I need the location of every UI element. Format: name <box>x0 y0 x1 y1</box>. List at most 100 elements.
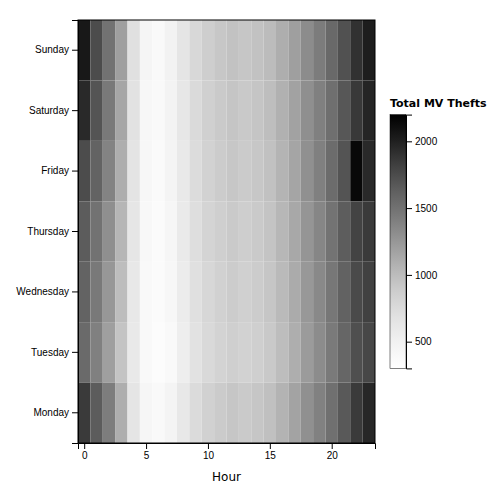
heatmap-cell <box>227 383 239 443</box>
heatmap-cell <box>288 201 300 261</box>
tick-mark <box>406 342 412 343</box>
tick-mark <box>406 275 412 276</box>
heatmap-cell <box>288 383 300 443</box>
heatmap-cell <box>227 322 239 382</box>
heatmap-cell <box>264 322 276 382</box>
heatmap-cell <box>152 262 164 322</box>
heatmap-cell <box>338 383 350 443</box>
heatmap-cell <box>165 262 177 322</box>
heatmap-cell <box>140 322 152 382</box>
heatmap-cell <box>251 201 263 261</box>
heatmap-cell <box>363 80 375 140</box>
tick-mark <box>72 412 78 413</box>
heatmap-cell <box>239 20 251 80</box>
tick-mark <box>72 110 78 111</box>
heatmap-cell <box>313 80 325 140</box>
heatmap-cell <box>103 322 115 382</box>
heatmap-cell <box>264 141 276 201</box>
heatmap-cell <box>78 80 90 140</box>
heatmap-cell <box>214 80 226 140</box>
heatmap-cell <box>239 322 251 382</box>
heatmap-cell <box>338 322 350 382</box>
heatmap-cell <box>288 322 300 382</box>
heatmap-cell <box>177 201 189 261</box>
heatmap-cell <box>103 262 115 322</box>
heatmap-cell <box>90 383 102 443</box>
heatmap-cell <box>313 20 325 80</box>
heatmap-cell <box>177 262 189 322</box>
heatmap-cell <box>165 20 177 80</box>
heatmap-cell <box>350 141 362 201</box>
heatmap-cell <box>202 383 214 443</box>
heatmap-cell <box>326 262 338 322</box>
heatmap-cell <box>177 141 189 201</box>
heatmap-cell <box>189 80 201 140</box>
heatmap-cell <box>227 20 239 80</box>
heatmap-cell <box>165 383 177 443</box>
tick-label: 20 <box>327 450 339 461</box>
heatmap-cell <box>301 20 313 80</box>
tick-label: 500 <box>415 336 432 347</box>
tick-label: Wednesday <box>16 286 69 297</box>
tick-mark <box>270 443 271 449</box>
heatmap-cell <box>276 20 288 80</box>
heatmap-cell <box>227 201 239 261</box>
heatmap-cell <box>78 20 90 80</box>
heatmap-cell <box>313 201 325 261</box>
tick-label: Sunday <box>35 44 69 55</box>
x-tick: 0 <box>82 443 88 461</box>
heatmap-cell <box>251 80 263 140</box>
heatmap-cell <box>152 383 164 443</box>
tick-label: 5 <box>144 450 150 461</box>
heatmap-cell <box>202 262 214 322</box>
heatmap-cell <box>90 322 102 382</box>
heatmap-cell <box>301 201 313 261</box>
x-tick: 5 <box>144 443 150 461</box>
heatmap-cell <box>115 80 127 140</box>
heatmap-cell <box>189 383 201 443</box>
tick-mark <box>72 231 78 232</box>
heatmap-cell <box>152 322 164 382</box>
heatmap-cell <box>140 383 152 443</box>
heatmap-cell <box>338 20 350 80</box>
heatmap-cell <box>140 262 152 322</box>
heatmap-cell <box>128 262 140 322</box>
x-tick: 15 <box>265 443 277 461</box>
y-axis: SundaySaturdayFridayThursdayWednesdayTue… <box>16 21 78 444</box>
heatmap-cell <box>363 201 375 261</box>
axis-line <box>79 444 376 450</box>
heatmap-cell <box>202 20 214 80</box>
tick-label: Saturday <box>29 105 69 116</box>
heatmap-cell <box>313 383 325 443</box>
heatmap-cell <box>350 20 362 80</box>
heatmap-cell <box>227 80 239 140</box>
heatmap-cell <box>165 141 177 201</box>
tick-label: 15 <box>265 450 277 461</box>
heatmap-cell <box>251 322 263 382</box>
heatmap-cell <box>152 20 164 80</box>
tick-label: Tuesday <box>31 347 69 358</box>
heatmap-cell <box>313 322 325 382</box>
heatmap-cell <box>152 201 164 261</box>
heatmap-cell <box>78 201 90 261</box>
tick-mark <box>84 443 85 449</box>
heatmap-cell <box>177 322 189 382</box>
heatmap-cell <box>301 262 313 322</box>
heatmap-cell <box>276 141 288 201</box>
heatmap-cell <box>140 201 152 261</box>
heatmap-cell <box>214 262 226 322</box>
heatmap-cell <box>313 141 325 201</box>
heatmap-cell <box>189 201 201 261</box>
tick-label: Thursday <box>27 226 69 237</box>
heatmap-cell <box>115 141 127 201</box>
heatmap-cell <box>103 80 115 140</box>
heatmap-cell <box>326 322 338 382</box>
heatmap-cell <box>288 20 300 80</box>
heatmap-cell <box>189 141 201 201</box>
heatmap-cell <box>239 383 251 443</box>
heatmap-cell <box>301 383 313 443</box>
heatmap-cell <box>177 20 189 80</box>
heatmap-cell <box>78 322 90 382</box>
tick-label: Monday <box>33 407 69 418</box>
heatmap-cell <box>264 262 276 322</box>
